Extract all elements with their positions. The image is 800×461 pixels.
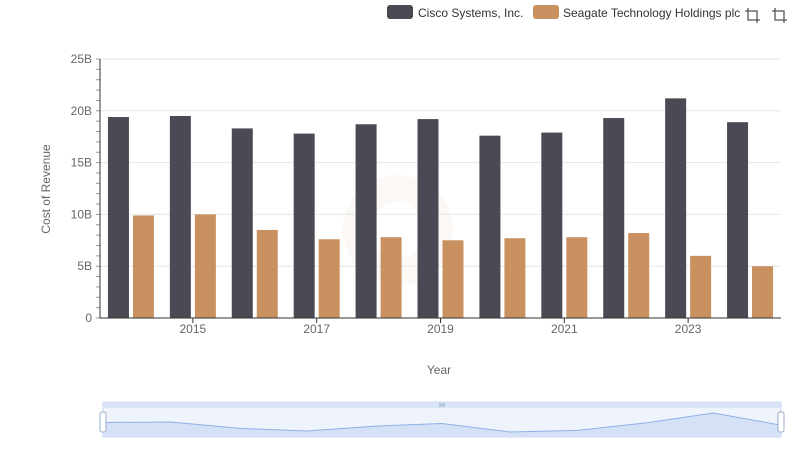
legend-item-cisco[interactable]: Cisco Systems, Inc.: [387, 5, 523, 20]
bar-cisco-2021[interactable]: [541, 132, 563, 318]
x-tick-label: 2023: [675, 322, 702, 336]
legend-label-cisco: Cisco Systems, Inc.: [418, 6, 523, 20]
axes: 0 5B 10B 15B 20B 25B 2015 2017 2019 2021 2023: [71, 52, 781, 336]
y-tick-label: 0: [85, 311, 92, 325]
bar-cisco-2019[interactable]: [417, 119, 439, 318]
bar-cisco-2023[interactable]: [665, 98, 687, 318]
bar-seagate-2017[interactable]: [318, 239, 340, 318]
legend-swatch-cisco: [387, 5, 413, 19]
y-tick-label: 10B: [71, 207, 92, 221]
y-tick-label: 25B: [71, 52, 92, 66]
zoom-overview-line: [102, 412, 782, 433]
bar-seagate-2021[interactable]: [566, 237, 588, 318]
y-axis-title: Cost of Revenue: [39, 144, 53, 234]
bar-seagate-2018[interactable]: [380, 237, 402, 318]
legend-item-seagate[interactable]: Seagate Technology Holdings plc: [533, 5, 740, 20]
bars: [107, 98, 774, 319]
bar-cisco-2017[interactable]: [293, 133, 315, 318]
bar-cisco-2022[interactable]: [603, 118, 625, 318]
bar-seagate-2024[interactable]: [752, 266, 774, 318]
y-tick-label: 15B: [71, 156, 92, 170]
bar-seagate-2019[interactable]: [442, 240, 464, 318]
crop-icon[interactable]: [745, 8, 760, 23]
bar-seagate-2014[interactable]: [132, 215, 154, 318]
bar-seagate-2020[interactable]: [504, 238, 526, 318]
zoom-overview-area: [103, 413, 781, 437]
x-tick-label: 2019: [427, 322, 454, 336]
legend: Cisco Systems, Inc. Seagate Technology H…: [387, 5, 740, 20]
x-tick-label: 2021: [551, 322, 578, 336]
bar-seagate-2023[interactable]: [690, 255, 712, 318]
zoom-handle-left[interactable]: [99, 411, 107, 433]
bar-cisco-2014[interactable]: [107, 117, 129, 319]
bar-seagate-2016[interactable]: [256, 229, 278, 318]
zoom-handle-right[interactable]: [777, 411, 785, 433]
x-axis-title: Year: [427, 363, 451, 377]
y-tick-label: 20B: [71, 104, 92, 118]
bar-cisco-2018[interactable]: [355, 124, 377, 318]
bar-cisco-2024[interactable]: [727, 122, 749, 318]
crop-alt-icon[interactable]: [772, 8, 787, 23]
bar-cisco-2020[interactable]: [479, 135, 501, 318]
x-tick-label: 2017: [303, 322, 330, 336]
x-tick-label: 2015: [180, 322, 207, 336]
legend-swatch-seagate: [533, 5, 559, 19]
zoom-slider[interactable]: [99, 401, 785, 438]
legend-label-seagate: Seagate Technology Holdings plc: [563, 6, 740, 20]
bar-seagate-2015[interactable]: [194, 214, 216, 318]
y-tick-label: 5B: [77, 259, 92, 273]
bar-seagate-2022[interactable]: [628, 233, 650, 318]
bar-cisco-2016[interactable]: [231, 128, 253, 318]
bar-cisco-2015[interactable]: [169, 115, 191, 318]
